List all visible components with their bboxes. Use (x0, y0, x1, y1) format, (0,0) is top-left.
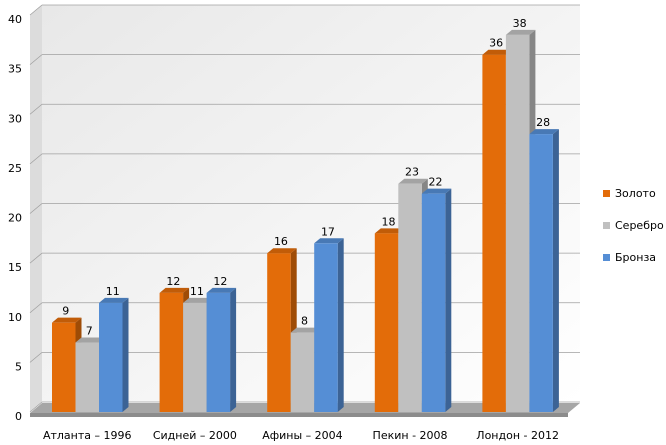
data-label: 22 (429, 176, 443, 189)
bar (159, 292, 184, 412)
data-label: 16 (274, 235, 288, 248)
grid-line (29, 401, 43, 413)
data-label: 11 (106, 285, 120, 298)
grid-line (29, 153, 43, 165)
data-label: 8 (301, 315, 308, 328)
data-label: 12 (213, 275, 227, 288)
y-tick-label: 30 (8, 112, 22, 125)
data-label: 28 (536, 116, 550, 129)
bar-top (290, 327, 321, 333)
legend-swatch (603, 254, 610, 261)
data-label: 38 (513, 17, 527, 30)
grid-line (29, 352, 43, 363)
bar (52, 322, 76, 412)
bar (206, 292, 231, 412)
bar (482, 54, 506, 412)
x-tick-label: Пекин - 2008 (373, 429, 448, 442)
bar (374, 233, 399, 412)
data-label: 12 (166, 275, 180, 288)
bar (398, 183, 422, 412)
bar (314, 243, 338, 412)
bar (183, 302, 207, 412)
bar-top (159, 287, 190, 293)
bar-top (206, 287, 237, 293)
bar-top (314, 238, 344, 244)
bar-top (398, 178, 428, 184)
data-label: 9 (62, 305, 69, 318)
x-tick-label: Сидней – 2000 (153, 429, 237, 442)
y-tick-label: 25 (8, 162, 22, 175)
grid-line (29, 4, 43, 16)
legend-label: Бронза (615, 251, 656, 264)
grid-line (29, 302, 43, 314)
bar (267, 253, 291, 412)
grid-line (29, 103, 43, 115)
grid-line (29, 54, 43, 65)
bar (421, 193, 446, 412)
legend-swatch (603, 222, 610, 229)
bar-top (52, 317, 82, 323)
bar-side (445, 188, 452, 412)
bar-top (99, 297, 129, 303)
bar-side (122, 297, 129, 412)
bar-side (337, 238, 344, 412)
bar-top (267, 248, 297, 254)
y-tick-label: 35 (8, 63, 22, 76)
legend-swatch (603, 190, 610, 197)
y-tick-label: 10 (8, 311, 22, 324)
grid-line (29, 203, 43, 214)
bar-top (374, 228, 405, 234)
x-tick-label: Лондон - 2012 (476, 429, 559, 442)
data-label: 11 (190, 285, 204, 298)
x-tick-label: Афины – 2004 (262, 429, 342, 442)
y-tick-label: 40 (8, 13, 22, 26)
bar-top (421, 188, 452, 194)
y-tick-label: 0 (15, 410, 22, 423)
data-label: 17 (321, 225, 335, 238)
bar (290, 332, 315, 412)
bar (75, 342, 99, 412)
data-label: 7 (86, 325, 93, 338)
data-label: 18 (382, 215, 396, 228)
bar-top (505, 29, 536, 35)
data-label: 23 (405, 166, 419, 179)
bar (529, 134, 553, 412)
floor-edge (30, 413, 568, 417)
bar (99, 302, 123, 412)
bar (505, 34, 530, 412)
bar-side (230, 287, 237, 412)
y-tick-label: 15 (8, 261, 22, 274)
y-tick-label: 20 (8, 212, 22, 225)
legend-label: Серебро (615, 219, 664, 232)
x-tick-label: Атланта – 1996 (43, 429, 132, 442)
bar-top (75, 337, 105, 343)
bar-side (552, 129, 559, 412)
grid-line (29, 252, 43, 264)
bar-top (183, 297, 213, 303)
bar-top (482, 49, 512, 55)
bar-top (529, 129, 559, 135)
data-label: 36 (489, 37, 503, 50)
y-tick-label: 5 (15, 360, 22, 373)
legend-label: Золото (615, 187, 656, 200)
